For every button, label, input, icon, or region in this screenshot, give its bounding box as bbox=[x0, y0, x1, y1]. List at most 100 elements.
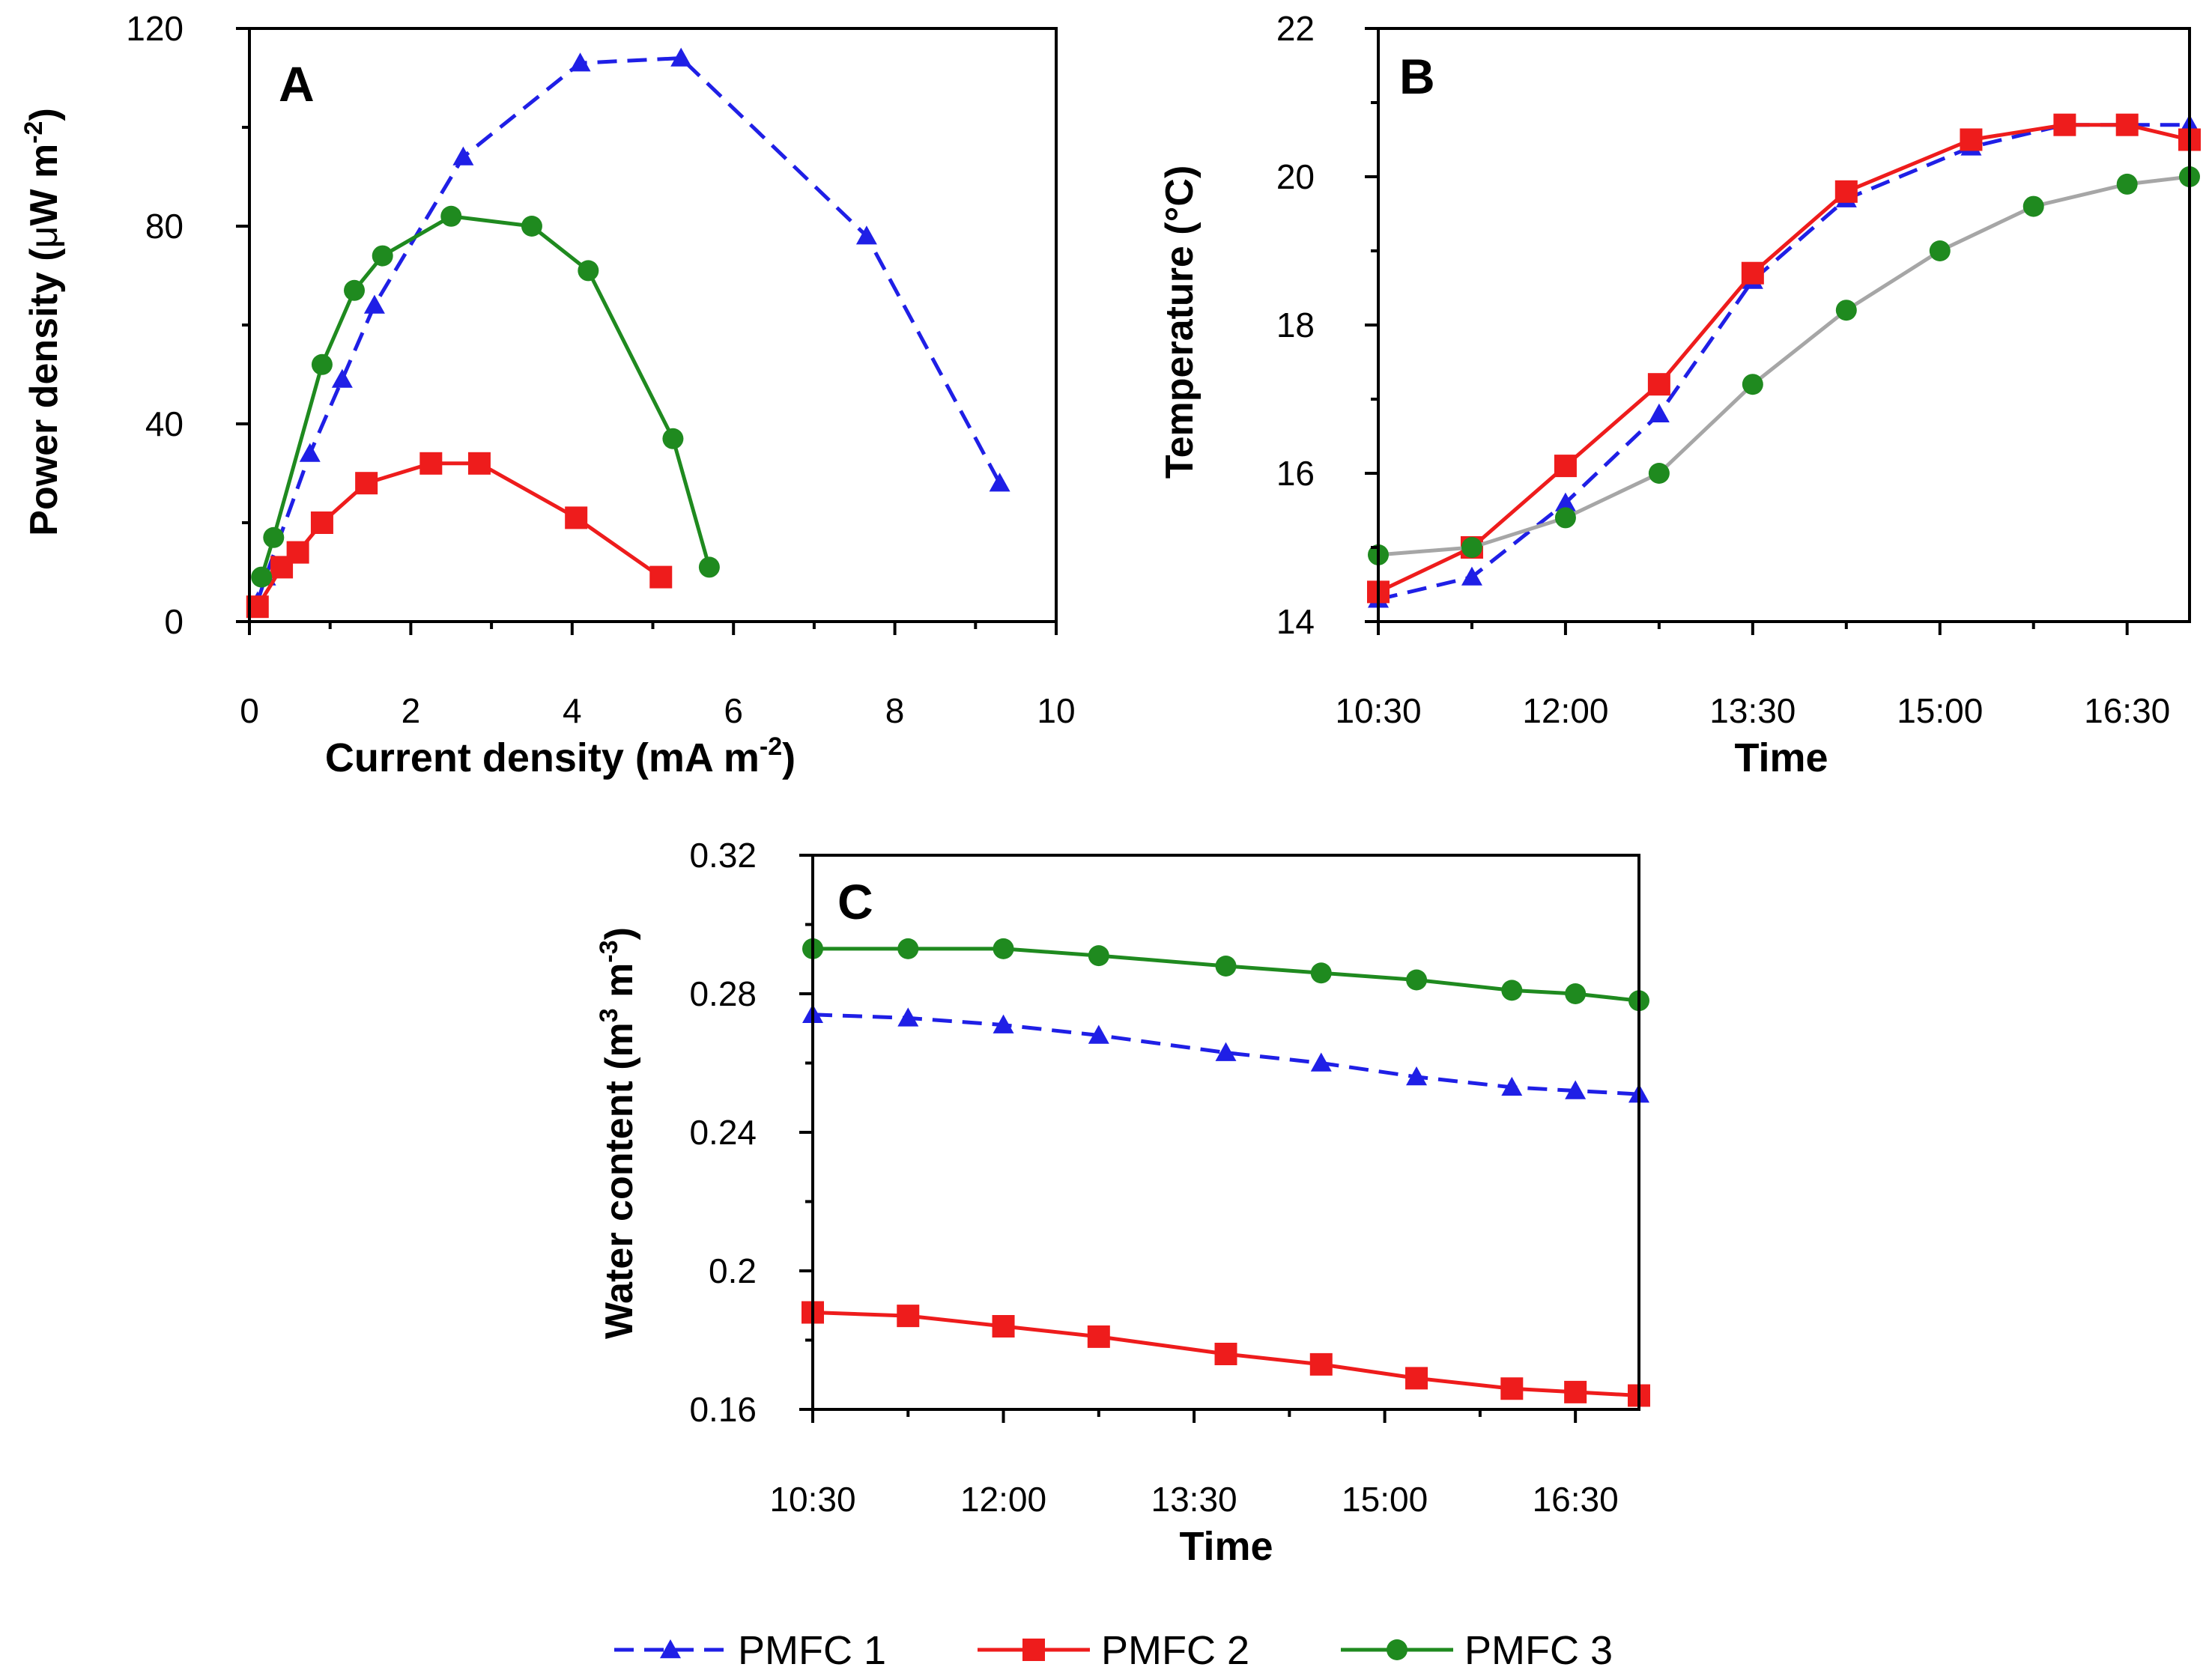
panel-c-pmfc3-point bbox=[1215, 956, 1237, 977]
panel-c-pmfc1-point bbox=[1565, 1080, 1587, 1099]
panel-b-x-axis-title: Time bbox=[1734, 735, 1828, 780]
panel-a-pmfc3-point bbox=[311, 353, 333, 375]
panel-b-pmfc2-line bbox=[1377, 123, 2190, 594]
panel-a: 0 40 80 120 0 2 4 6 8 10 A Current density (mA m-… bbox=[19, 9, 1076, 780]
panel-b-pmfc3-point bbox=[1929, 240, 1951, 261]
panel-b-marks bbox=[1367, 113, 2201, 608]
panel-c-x-tick-label: 10:30 bbox=[769, 1480, 855, 1519]
panel-a-pmfc3-point bbox=[662, 428, 684, 449]
panel-a-pmfc2-point bbox=[565, 506, 588, 529]
panel-c-pmfc2-line bbox=[812, 1311, 1640, 1397]
legend: PMFC 1 PMFC 2 PMFC 3 bbox=[614, 1628, 1613, 1673]
legend-label-pmfc1: PMFC 1 bbox=[738, 1628, 886, 1673]
panel-a-ticks: 0 40 80 120 0 2 4 6 8 10 bbox=[126, 9, 1075, 730]
panel-c-pmfc3-point bbox=[1310, 962, 1332, 984]
panel-a-x-tick-label: 10 bbox=[1037, 691, 1075, 730]
panel-b-x-tick-label: 12:00 bbox=[1522, 691, 1608, 730]
panel-b-pmfc3-point bbox=[1835, 300, 1857, 321]
legend-item-pmfc2: PMFC 2 bbox=[978, 1628, 1249, 1673]
legend-marker-pmfc1 bbox=[660, 1639, 681, 1659]
panel-b-ticks: 14 16 18 20 22 10:30 12:00 13:30 15:00 16:30 bbox=[1276, 9, 2170, 730]
panel-c-y-tick-label: 0.2 bbox=[709, 1251, 757, 1290]
panel-c-y-tick-label: 0.32 bbox=[689, 836, 757, 875]
panel-c-pmfc1-point bbox=[1088, 1024, 1109, 1044]
panel-a-label: A bbox=[279, 56, 315, 112]
panel-a-pmfc1-point bbox=[569, 52, 591, 72]
panel-a-pmfc3-point bbox=[344, 279, 366, 301]
panel-a-pmfc2-point bbox=[419, 452, 443, 475]
panel-c-pmfc3-point bbox=[1565, 983, 1587, 1004]
panel-b-y-tick-label: 20 bbox=[1276, 157, 1315, 196]
panel-a-x-tick-label: 4 bbox=[563, 691, 582, 730]
panel-a-pmfc1-point bbox=[670, 47, 692, 67]
legend-item-pmfc1: PMFC 1 bbox=[614, 1628, 886, 1673]
panel-a-y-tick-label: 80 bbox=[145, 207, 184, 246]
panel-c-pmfc3-line bbox=[813, 947, 1640, 1003]
panel-b-pmfc3-point bbox=[1461, 537, 1482, 558]
panel-c-frame bbox=[811, 854, 1640, 1411]
panel-b-pmfc1-point bbox=[1554, 492, 1576, 511]
panel-b-pmfc3-point bbox=[1648, 463, 1670, 484]
panel-c-y-tick-label: 0.28 bbox=[689, 974, 757, 1013]
panel-b-pmfc3-point bbox=[2022, 195, 2044, 217]
panel-b-pmfc2-point bbox=[1647, 373, 1670, 396]
panel-c-pmfc2-point bbox=[1405, 1367, 1428, 1390]
panel-a-pmfc3-point bbox=[440, 205, 462, 227]
panel-c-pmfc1-point bbox=[1501, 1076, 1523, 1096]
panel-b-pmfc2-point bbox=[1834, 180, 1858, 203]
legend-label-pmfc2: PMFC 2 bbox=[1101, 1628, 1249, 1673]
panel-b-pmfc3-point bbox=[1554, 507, 1576, 529]
panel-a-frame bbox=[248, 27, 1058, 623]
panel-c-pmfc1-point bbox=[993, 1014, 1014, 1033]
panel-b-y-axis-title: Temperature (°C) bbox=[1158, 166, 1202, 479]
panel-c-pmfc3-point bbox=[1501, 980, 1523, 1001]
panel-c-pmfc2-point bbox=[1564, 1380, 1587, 1403]
panel-b-pmfc3-point bbox=[2116, 173, 2138, 195]
panel-a-pmfc1-point bbox=[855, 225, 877, 245]
panel-a-y-tick-label: 40 bbox=[145, 404, 184, 443]
panel-c-x-tick-label: 16:30 bbox=[1533, 1480, 1619, 1519]
panel-a-x-tick-label: 8 bbox=[885, 691, 905, 730]
panel-b-pmfc2-point bbox=[2053, 113, 2076, 136]
panel-a-pmfc3-point bbox=[251, 566, 273, 588]
legend-label-pmfc3: PMFC 3 bbox=[1464, 1628, 1613, 1673]
panel-c-marks bbox=[802, 938, 1650, 1407]
panel-b-x-tick-label: 10:30 bbox=[1335, 691, 1421, 730]
panel-a-pmfc2-point bbox=[467, 452, 491, 475]
panel-a-pmfc1-point bbox=[363, 294, 385, 314]
panel-c-pmfc3-point bbox=[993, 938, 1014, 959]
panel-b-x-tick-label: 16:30 bbox=[2084, 691, 2170, 730]
panel-b-pmfc1-point bbox=[1648, 403, 1670, 422]
panel-a-pmfc3-point bbox=[372, 245, 393, 267]
panel-c-y-tick-label: 0.16 bbox=[689, 1390, 757, 1429]
panel-c-y-tick-label: 0.24 bbox=[689, 1113, 757, 1152]
panel-a-pmfc3-point bbox=[698, 556, 720, 578]
panel-a-y-tick-label: 0 bbox=[164, 602, 184, 641]
panel-b-pmfc2-point bbox=[2115, 113, 2139, 136]
panel-c-pmfc3-point bbox=[1088, 945, 1109, 967]
panel-c-y-axis-title: Water content (m3 m-3) bbox=[595, 927, 641, 1339]
panel-c-x-tick-label: 13:30 bbox=[1151, 1480, 1237, 1519]
panel-a-pmfc2-point bbox=[649, 565, 673, 589]
panel-b-label: B bbox=[1399, 49, 1435, 104]
panel-a-pmfc3-point bbox=[578, 260, 599, 282]
panel-b: 14 16 18 20 22 10:30 12:00 13:30 15:00 16:30 B Ti… bbox=[1158, 9, 2201, 780]
panel-b-pmfc3-point bbox=[1742, 374, 1763, 395]
panel-a-pmfc3-point bbox=[263, 526, 285, 548]
panel-c-pmfc2-point bbox=[1087, 1325, 1110, 1348]
panel-b-y-tick-label: 22 bbox=[1276, 9, 1315, 48]
panel-a-pmfc1-point bbox=[299, 443, 321, 462]
panel-a-pmfc3-line bbox=[259, 214, 712, 578]
panel-a-y-tick-label: 120 bbox=[126, 9, 184, 48]
panel-c-pmfc1-point bbox=[1215, 1042, 1237, 1061]
panel-c-pmfc1-point bbox=[1406, 1066, 1428, 1086]
panel-b-pmfc1-point bbox=[1461, 566, 1482, 586]
panel-a-pmfc2-point bbox=[286, 541, 309, 564]
panel-b-pmfc3-line bbox=[1378, 174, 2190, 557]
panel-b-pmfc2-point bbox=[1554, 455, 1577, 478]
panel-a-pmfc2-point bbox=[310, 511, 333, 534]
panel-c-pmfc3-point bbox=[897, 938, 919, 959]
panel-a-marks bbox=[246, 47, 1010, 619]
panel-a-pmfc1-point bbox=[331, 368, 353, 388]
panel-b-pmfc2-point bbox=[1741, 261, 1764, 285]
